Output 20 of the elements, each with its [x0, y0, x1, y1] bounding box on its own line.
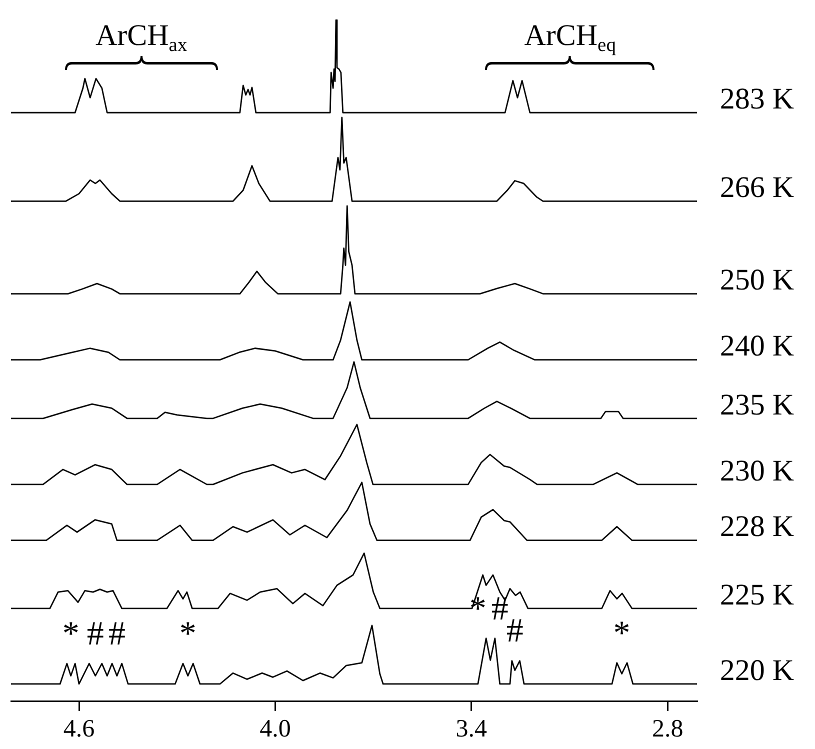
series-label: 240 K	[720, 330, 794, 363]
annotation: *	[62, 615, 80, 652]
series-label: 220 K	[720, 654, 794, 687]
x-tick-label: 3.4	[456, 716, 488, 743]
annotation: #	[108, 615, 126, 652]
annotation: *	[613, 614, 630, 652]
series-label: 230 K	[720, 454, 794, 488]
annotation: #	[506, 612, 524, 650]
x-tick-label: 4.0	[260, 716, 291, 743]
annotation: #	[491, 590, 508, 628]
x-tick-label: 4.6	[63, 716, 95, 743]
annotation: *	[179, 615, 196, 652]
series-label: 225 K	[720, 578, 794, 612]
annotation: #	[86, 615, 104, 652]
x-tick-label: 2.8	[652, 716, 684, 743]
series-label: 250 K	[720, 264, 794, 297]
series-label: 235 K	[720, 388, 794, 422]
series-label: 283 K	[720, 82, 794, 116]
series-label: 266 K	[720, 171, 794, 204]
series-label: 228 K	[720, 510, 794, 544]
